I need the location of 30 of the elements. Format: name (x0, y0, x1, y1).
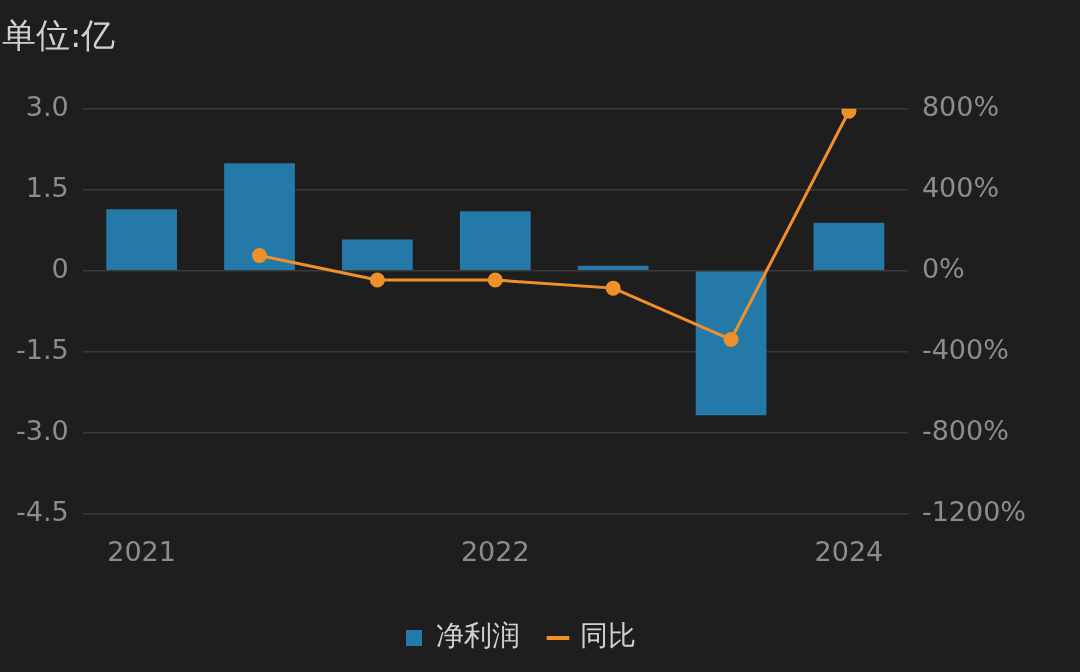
point (487, 272, 503, 288)
point (723, 332, 739, 348)
bar (813, 222, 885, 270)
y2-tick-label: 800% (921, 90, 1000, 122)
y-tick-label: -4.5 (15, 495, 69, 527)
bar (695, 271, 767, 416)
bar (342, 239, 413, 270)
point (252, 248, 268, 264)
y-tick-label: 1.5 (25, 171, 69, 203)
y-tick-label: -1.5 (15, 333, 69, 365)
bar (459, 211, 531, 270)
y2-tick-label: -400% (921, 333, 1009, 365)
chart-title: 单位:亿 (2, 15, 116, 56)
point (605, 280, 621, 296)
y-tick-label: 0 (51, 252, 69, 284)
y2-tick-label: 0% (921, 252, 965, 284)
bar (577, 265, 649, 270)
bar (106, 209, 177, 270)
y-tick-label: 3.0 (25, 90, 69, 122)
y2-tick-label: 400% (921, 171, 1000, 203)
y-tick-label: -3.0 (15, 414, 69, 446)
bar (224, 163, 295, 270)
legend-label: 净利润 (436, 619, 520, 653)
x-tick-label: 2024 (814, 535, 884, 567)
y2-tick-label: -1200% (921, 495, 1027, 527)
point (369, 272, 385, 288)
y2-tick-label: -800% (921, 414, 1009, 446)
x-tick-label: 2022 (460, 535, 530, 567)
legend-label: 同比 (580, 619, 636, 653)
x-tick-label: 2021 (107, 535, 176, 567)
